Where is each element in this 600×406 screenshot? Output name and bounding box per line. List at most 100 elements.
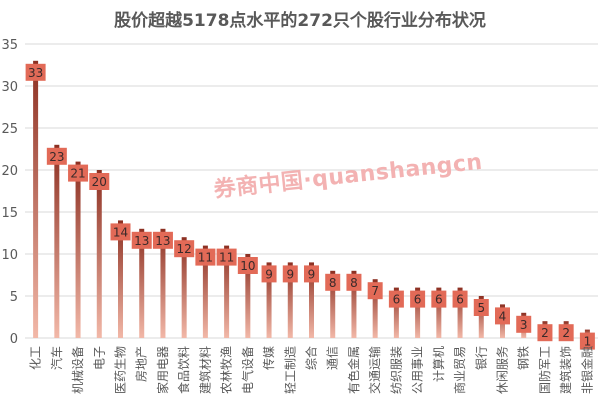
x-tick-label: 休闲服务 [495,346,510,394]
data-label-box [367,282,383,300]
data-label-box [410,290,426,308]
data-label-box [537,324,553,342]
data-label: 12 [177,242,192,256]
y-tick-label: 10 [1,248,18,263]
x-tick-label: 计算机 [431,346,446,382]
bar [75,161,81,338]
bar [160,228,166,338]
data-label: 21 [70,167,85,181]
x-tick-label: 房地产 [134,346,149,382]
data-label: 9 [308,267,316,281]
bar [478,296,484,338]
data-label-box [261,265,277,283]
y-tick-label: 5 [10,290,18,305]
data-label-box [110,223,131,241]
x-tick-label: 有色金属 [346,346,361,394]
x-tick-label: 交通运输 [367,346,382,394]
data-label: 9 [265,267,273,281]
x-tick-label: 综合 [304,346,319,370]
bar [118,220,123,338]
data-label: 11 [198,251,213,265]
x-tick-label: 电子 [92,346,106,370]
y-axis-ticks: 0 5 10 15 20 25 30 35 [1,38,18,347]
x-tick-label: 汽车 [49,346,64,370]
data-label: 5 [477,301,485,315]
data-label-box [89,173,110,190]
x-tick-label: 商业贸易 [452,346,467,394]
x-tick-label: 传媒 [261,346,276,370]
data-label: 6 [414,293,422,307]
data-label: 10 [240,259,255,273]
data-label: 2 [562,326,570,340]
data-label-box [558,324,574,342]
bar [372,279,378,338]
data-label: 9 [286,267,294,281]
bar [436,287,442,338]
data-label: 1 [584,335,592,349]
bar [457,287,463,338]
bar [309,262,314,338]
data-label-box [131,231,152,249]
data-label-box [25,63,46,81]
x-tick-label: 建筑材料 [197,346,212,394]
data-label: 13 [155,234,170,248]
data-label-box [174,240,195,258]
data-label: 13 [134,234,149,248]
data-label-box [495,307,510,325]
data-label-box [237,257,258,274]
data-label-box [304,265,319,283]
y-tick-label: 0 [10,332,18,347]
data-label: 8 [350,276,358,290]
bar [330,270,336,338]
data-label: 33 [28,66,43,80]
data-label-box [325,273,341,291]
x-tick-label: 非银金融 [579,346,594,394]
bar [202,245,208,338]
data-label-box [579,332,595,350]
data-label-box [46,147,67,165]
x-tick-label: 化工 [29,346,43,370]
x-tick-label: 公用事业 [411,346,425,394]
data-label: 23 [49,150,64,164]
data-label-box [388,290,404,308]
bar [54,144,60,338]
data-label: 7 [371,284,379,298]
data-label-box [516,315,532,333]
bar [181,237,187,338]
data-label-box [346,273,362,291]
y-tick-label: 15 [1,206,18,221]
x-tick-label: 银行 [474,346,488,370]
bar [96,170,102,338]
data-label-box [216,248,237,266]
x-tick-label: 电气设备 [240,346,255,394]
data-label-box [68,164,89,182]
x-tick-label: 建筑装饰 [558,346,573,394]
data-label-box [452,290,468,308]
data-label: 3 [520,318,528,332]
chart-title: 股价超越5178点水平的272只个股行业分布状况 [114,11,486,31]
data-label-box [282,265,298,283]
bar [33,60,39,339]
data-label: 4 [499,309,507,323]
bar [287,262,293,338]
data-label-box [431,290,447,308]
bar [415,287,421,338]
bar [245,254,251,338]
x-tick-label: 国防军工 [537,346,552,394]
x-tick-label: 机械设备 [70,346,85,394]
data-label: 14 [113,225,128,239]
bar [266,262,272,338]
x-tick-label: 食品饮料 [176,346,191,394]
data-label: 20 [92,175,107,189]
data-label-box [195,248,216,266]
data-label: 2 [541,326,549,340]
data-label: 8 [329,276,337,290]
x-tick-label: 医药生物 [114,346,128,394]
y-tick-label: 35 [1,38,18,53]
data-label-box [152,231,173,249]
bar [393,287,399,338]
y-tick-label: 25 [1,122,18,137]
x-tick-label: 家用电器 [155,346,170,394]
